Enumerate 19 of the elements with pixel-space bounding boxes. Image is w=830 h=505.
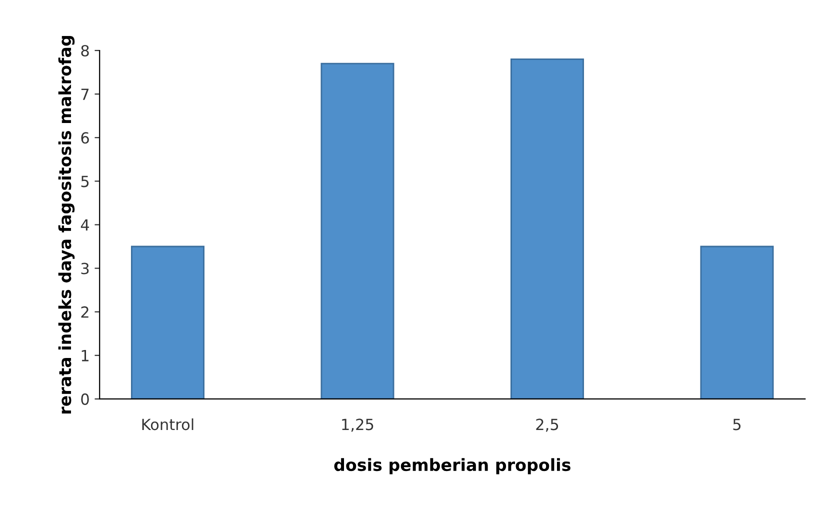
bar	[320, 62, 394, 399]
x-tick-label: Kontrol	[142, 418, 194, 430]
y-tick-label: 7	[81, 88, 89, 100]
bar	[700, 246, 774, 399]
y-tick-label: 0	[81, 393, 89, 405]
x-tick-label: 5	[733, 418, 741, 430]
bar	[510, 58, 584, 399]
y-tick-label: 8	[81, 44, 89, 57]
y-tick-label: 5	[81, 176, 89, 188]
x-tick-label: 2,5	[536, 418, 558, 432]
x-axis-title: dosis pemberian propolis	[334, 458, 570, 474]
y-tick-label: 6	[81, 132, 89, 144]
y-axis-title: rerata indeks daya fagositosis makrofag	[58, 36, 75, 414]
y-tick-label: 3	[81, 262, 89, 274]
bar	[130, 246, 204, 399]
y-tick-label: 2	[81, 306, 88, 318]
y-tick-label: 1	[82, 350, 88, 362]
y-tick-label: 4	[80, 219, 90, 231]
x-tick-label: 1,25	[342, 418, 374, 432]
